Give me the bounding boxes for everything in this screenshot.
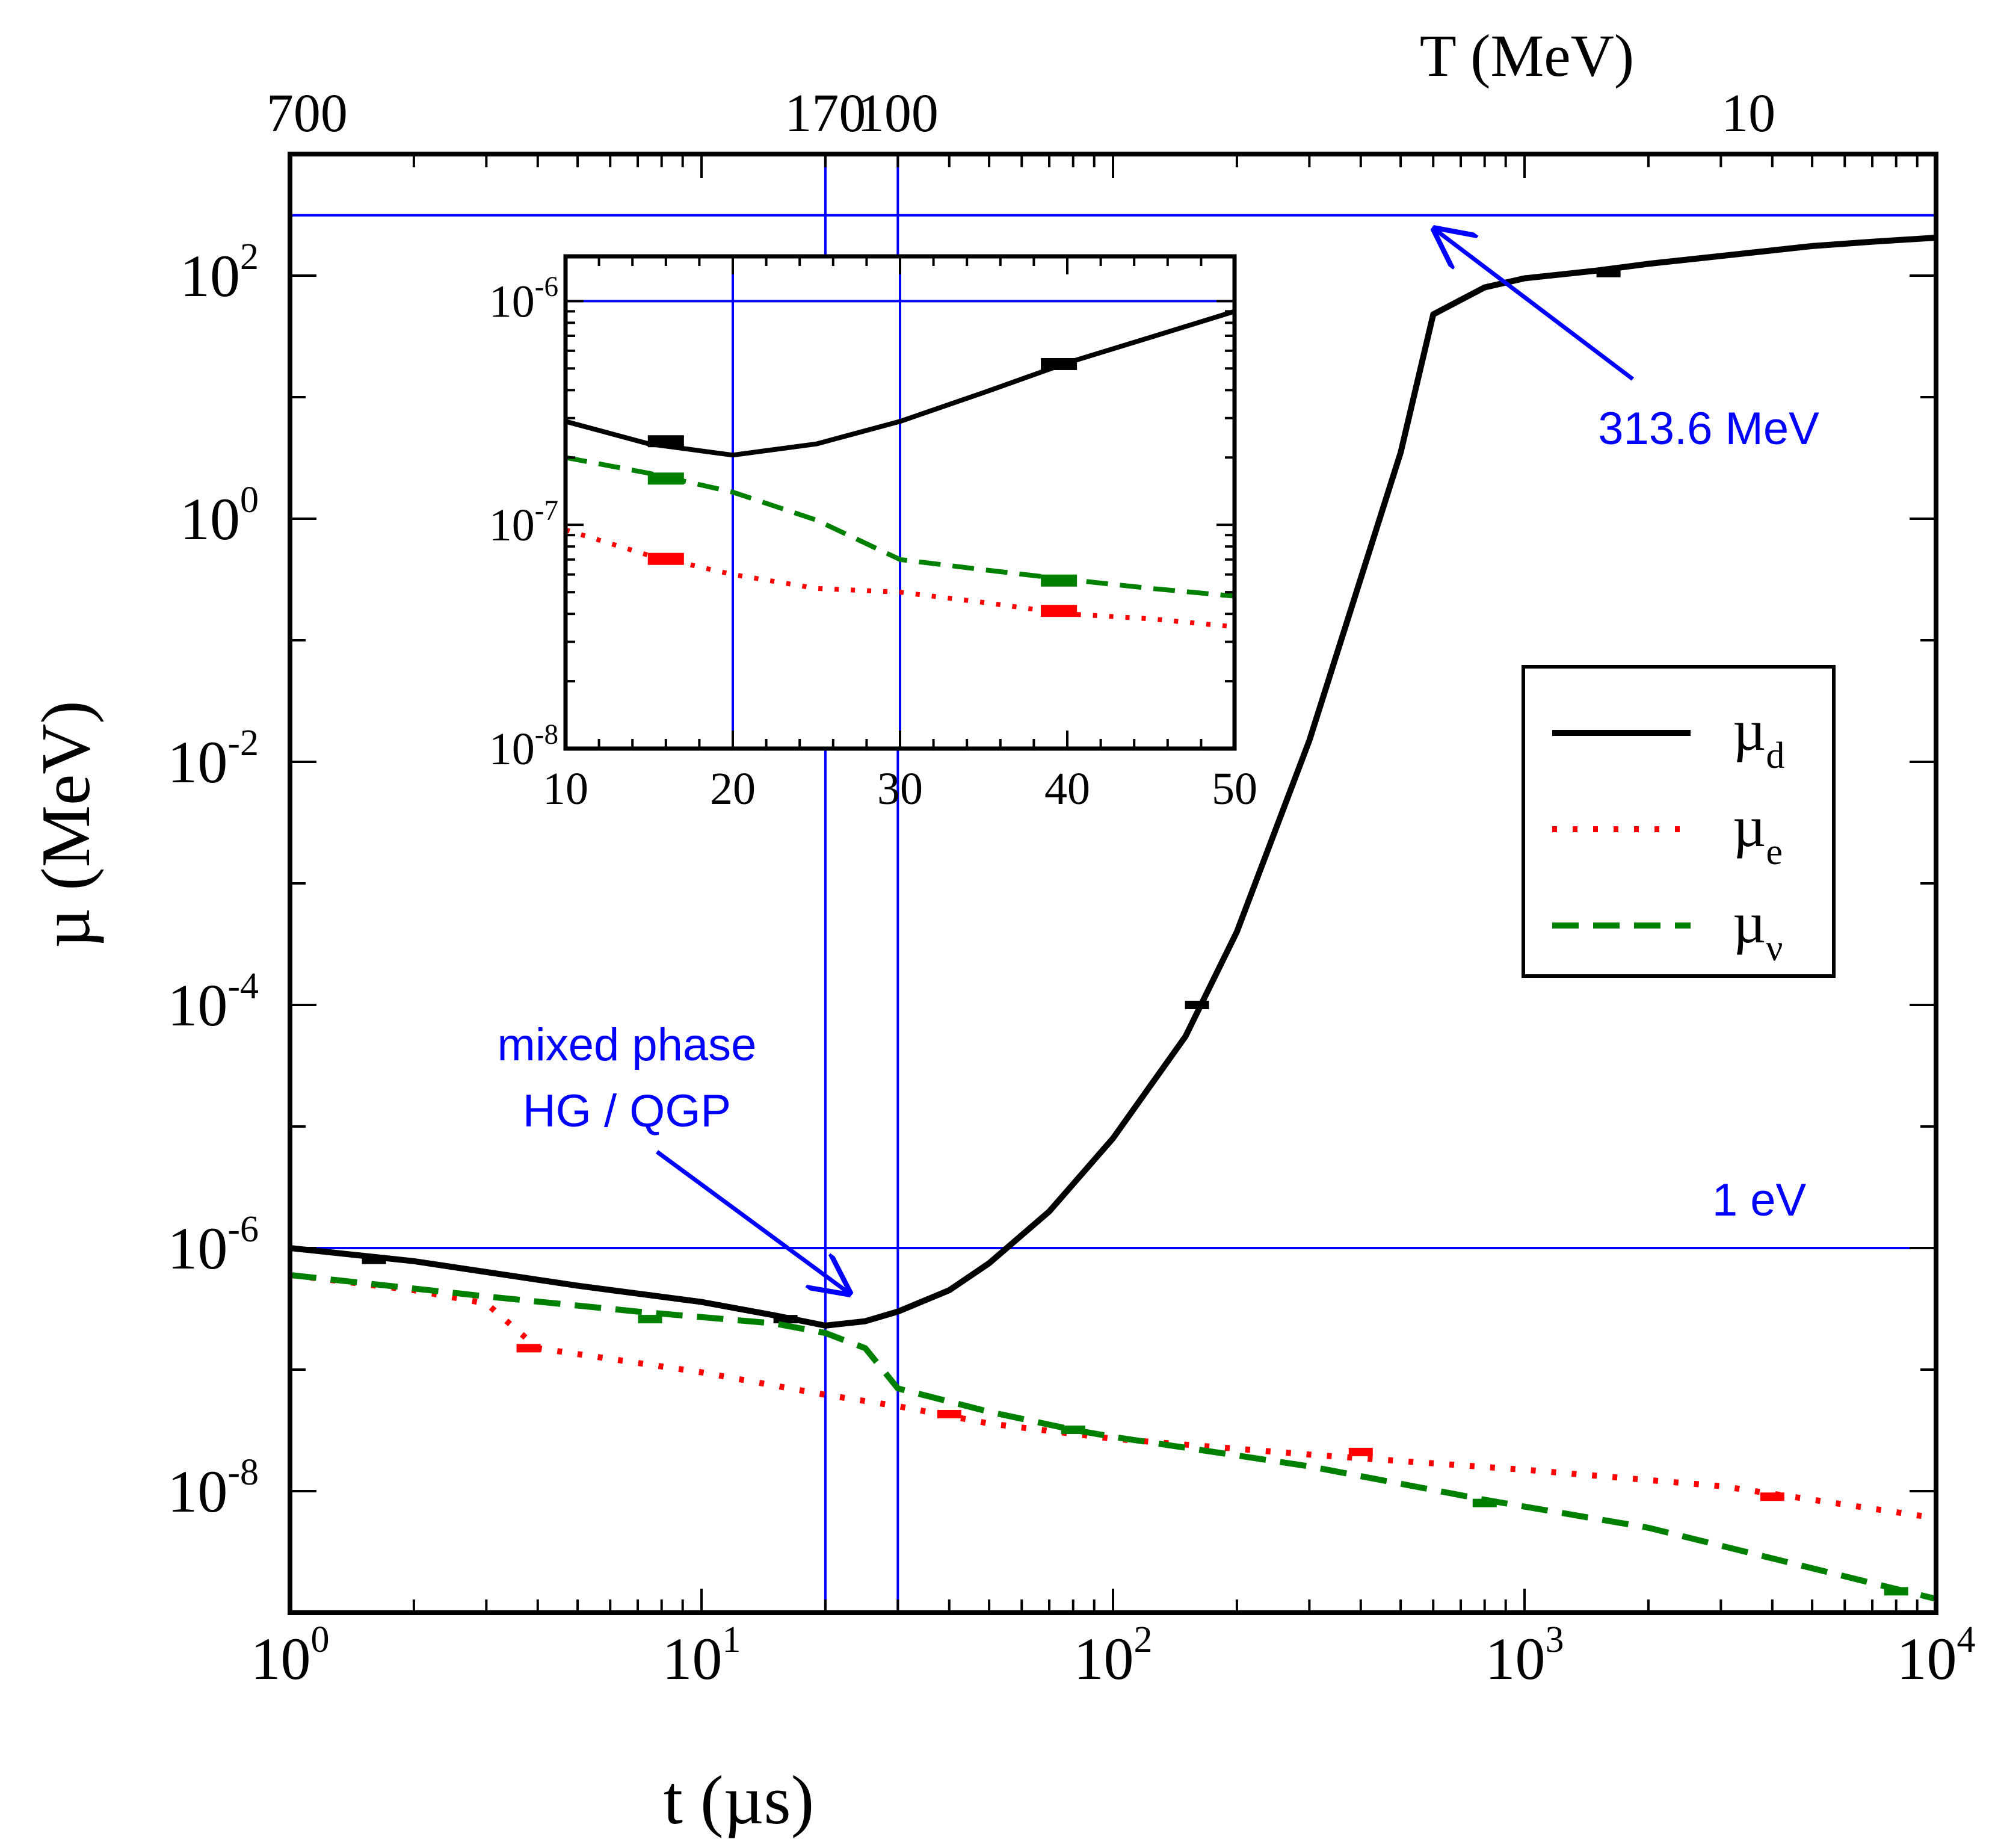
legend-label: µd (1733, 698, 1784, 776)
annotation-mixed-line1: mixed phase (498, 1019, 757, 1071)
inset-errorbar-marker (1041, 575, 1078, 587)
inset-errorbar-marker (647, 554, 684, 565)
inset-errorbar-marker (1041, 359, 1078, 370)
annotation-1-ev: 1 eV (1712, 1175, 1807, 1226)
inset-series (566, 309, 1235, 629)
inset-reference-lines (566, 256, 1235, 749)
top-tick-label: 700 (267, 84, 348, 143)
inset-x-tick-label: 20 (710, 764, 756, 814)
y-tick-label: 10-6 (167, 1209, 259, 1282)
inset-errorbar-marker (647, 436, 684, 448)
top-tick-label: 170 (785, 84, 866, 143)
top-tick-label: 10 (1721, 84, 1775, 143)
legend-label: µν (1733, 891, 1783, 969)
series-line-ν (290, 1272, 1936, 1602)
main-plot-frame (288, 152, 1938, 1615)
inset-x-tick-label: 50 (1212, 764, 1257, 814)
main-series (290, 235, 1936, 1602)
y-tick-label: 102 (180, 236, 259, 309)
annotation-mixed-arrow (655, 1150, 848, 1293)
annotation-313-mev: 313.6 MeV (1435, 230, 1819, 454)
inset-x-tick-label: 30 (877, 764, 923, 814)
y-tick-label: 10-8 (167, 1452, 259, 1525)
inset-frame (563, 254, 1237, 751)
inset-y-tick-label: 10-6 (489, 271, 558, 327)
y-axis-title: µ (MeV) (28, 700, 105, 948)
series-line-e (290, 1272, 1936, 1521)
inset-x-tick-label: 10 (543, 764, 588, 814)
y-tick-label: 10-2 (167, 723, 259, 796)
inset-tick-labels: 10 20 30 40 50 10-8 10-7 10-6 (489, 271, 1257, 814)
y-tick-label: 100 (180, 480, 259, 552)
x-tick-label: 104 (1897, 1619, 1976, 1692)
y-tick-label: 10-4 (167, 966, 259, 1039)
legend-label: µe (1733, 794, 1783, 873)
inset-x-tick-label: 40 (1044, 764, 1090, 814)
main-tick-labels: 100 101 102 103 104 10-8 10-6 10-4 10-2 100 102 700… (167, 84, 1975, 1692)
inset-y-tick-label: 10-7 (489, 495, 558, 551)
annotation-313-label: 313.6 MeV (1598, 403, 1819, 454)
top-tick-label: 100 (857, 84, 939, 143)
inset-errorbar-marker (1041, 606, 1078, 617)
inset-errorbar-marker (647, 474, 684, 485)
annotation-mixed-phase: mixed phase HG / QGP (498, 1019, 848, 1293)
inset-y-tick-label: 10-8 (489, 719, 558, 774)
legend-box (1522, 665, 1836, 978)
x-axis-title: t (µs) (664, 1762, 814, 1839)
x-tick-label: 102 (1074, 1619, 1153, 1692)
legend: µd µe µν (1522, 665, 1836, 978)
inset-series-line (566, 309, 1235, 458)
annotation-313-arrow (1435, 230, 1635, 381)
top-axis-title: T (MeV) (1420, 22, 1634, 89)
x-tick-label: 100 (251, 1619, 330, 1692)
x-tick-label: 101 (662, 1619, 741, 1692)
x-tick-label: 103 (1485, 1619, 1564, 1692)
annotation-mixed-line2: HG / QGP (523, 1086, 731, 1137)
